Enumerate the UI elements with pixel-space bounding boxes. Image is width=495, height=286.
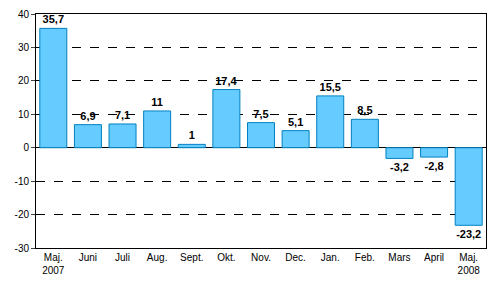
svg-text:-30: -30 <box>15 243 30 254</box>
svg-text:-10: -10 <box>15 176 30 187</box>
svg-text:0: 0 <box>23 142 29 153</box>
svg-text:30: 30 <box>18 42 30 53</box>
svg-text:15,5: 15,5 <box>320 81 341 93</box>
svg-text:-2,8: -2,8 <box>425 160 444 172</box>
svg-text:20: 20 <box>18 75 30 86</box>
svg-text:Okt.: Okt. <box>217 252 235 263</box>
svg-text:11: 11 <box>151 96 163 108</box>
svg-text:-3,2: -3,2 <box>390 161 409 173</box>
svg-text:Nov.: Nov. <box>251 252 271 263</box>
svg-text:Maj.2008: Maj.2008 <box>458 252 481 276</box>
svg-text:Aug.: Aug. <box>147 252 168 263</box>
svg-text:-23,2: -23,2 <box>456 228 481 240</box>
svg-text:Dec.: Dec. <box>285 252 306 263</box>
svg-text:17,4: 17,4 <box>215 75 237 87</box>
svg-text:-20: -20 <box>15 209 30 220</box>
svg-text:Juni: Juni <box>79 252 97 263</box>
svg-text:Feb.: Feb. <box>355 252 375 263</box>
svg-text:April: April <box>424 252 444 263</box>
svg-text:6,9: 6,9 <box>80 110 95 122</box>
svg-text:Maj.2007: Maj.2007 <box>42 252 65 276</box>
svg-text:35,7: 35,7 <box>43 13 64 25</box>
svg-text:7,1: 7,1 <box>115 109 130 121</box>
svg-text:8,5: 8,5 <box>357 104 372 116</box>
svg-text:1: 1 <box>189 129 195 141</box>
svg-text:Sept.: Sept. <box>180 252 203 263</box>
svg-text:Mars: Mars <box>388 252 410 263</box>
svg-text:Jan.: Jan. <box>321 252 340 263</box>
svg-text:10: 10 <box>18 109 30 120</box>
svg-text:7,5: 7,5 <box>253 108 268 120</box>
svg-text:Juli: Juli <box>115 252 130 263</box>
svg-text:40: 40 <box>18 9 30 20</box>
svg-text:5,1: 5,1 <box>288 116 303 128</box>
